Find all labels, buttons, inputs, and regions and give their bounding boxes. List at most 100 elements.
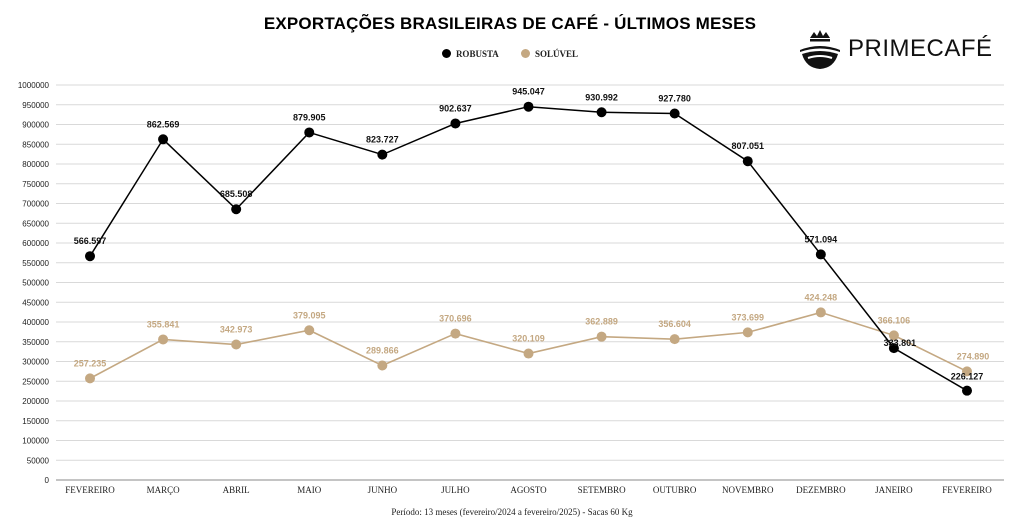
data-label-robusta: 879.905 [293,112,326,122]
data-point-robusta [962,385,972,396]
data-point-robusta [377,149,388,160]
x-axis-ticks: FEVEREIRO MARÇO ABRIL MAIO JUNHO JULHO AGOSTO S… [65,485,992,495]
data-label-robusta: 862.569 [147,119,180,129]
data-point-robusta [85,251,95,262]
data-label-soluvel: 373.699 [731,312,764,322]
legend-label-soluvel: SOLÚVEL [535,49,579,59]
y-tick-label: 50000 [27,456,50,465]
data-label-soluvel: 424.248 [805,292,838,302]
data-label-soluvel: 342.973 [220,325,253,335]
data-point-robusta [450,118,461,129]
data-label-robusta: 927.780 [658,94,691,104]
y-tick-label: 750000 [22,180,49,189]
data-label-soluvel: 355.841 [147,319,180,329]
y-tick-label: 500000 [22,279,49,288]
data-label-robusta: 902.637 [439,103,472,113]
y-tick-label: 300000 [22,358,49,367]
data-label-soluvel: 379.095 [293,310,326,320]
data-point-robusta [158,134,169,145]
y-tick-label: 800000 [22,160,49,169]
data-label-robusta: 566.597 [74,236,107,246]
data-label-robusta: 807.051 [731,141,764,151]
data-point-soluvel [669,334,680,345]
data-label-soluvel: 289.866 [366,346,399,356]
data-point-soluvel [377,360,388,371]
data-point-soluvel [304,325,315,336]
data-point-robusta [523,101,534,112]
brand-name: PRIMECAFÉ [848,35,993,62]
x-tick-label: MARÇO [147,485,181,495]
data-label-soluvel: 366.106 [878,315,911,325]
y-tick-label: 950000 [22,101,49,110]
y-tick-label: 200000 [22,397,49,406]
data-point-robusta [596,107,607,118]
brand-logo: PRIMECAFÉ [796,28,996,72]
y-tick-label: 1000000 [18,81,50,90]
data-point-soluvel [962,366,972,377]
y-tick-label: 0 [45,476,50,485]
x-tick-label: OUTUBRO [653,485,697,495]
data-point-robusta [669,108,680,119]
series-lines [85,101,972,396]
data-point-robusta [888,343,899,354]
data-labels: 566.597 862.569 685.508 879.905 823.727 902.6… [74,87,990,382]
x-tick-label: AGOSTO [510,485,547,495]
data-label-robusta: 685.508 [220,189,253,199]
data-point-soluvel [231,339,242,350]
y-tick-label: 900000 [22,121,49,130]
legend-item-robusta: ROBUSTA [441,49,499,59]
data-point-soluvel [158,334,169,345]
data-point-robusta [742,156,753,167]
data-label-soluvel: 274.890 [957,351,990,361]
y-tick-label: 550000 [22,259,49,268]
data-point-soluvel [888,330,899,341]
x-tick-label: JUNHO [368,485,398,495]
chart-footnote: Período: 13 meses (fevereiro/2024 a feve… [391,507,633,517]
y-tick-label: 350000 [22,338,49,347]
coffee-bean-crown-icon [800,30,840,69]
x-tick-label: MAIO [297,485,321,495]
y-tick-label: 250000 [22,377,49,386]
x-tick-label: DEZEMBRO [796,485,846,495]
y-tick-label: 400000 [22,318,49,327]
x-tick-label: FEVEREIRO [942,485,992,495]
y-tick-label: 600000 [22,239,49,248]
chart-legend: ROBUSTA SOLÚVEL [0,49,1020,59]
data-label-robusta: 333.801 [884,338,917,348]
y-tick-label: 150000 [22,417,49,426]
y-tick-label: 650000 [22,219,49,228]
data-point-robusta [231,204,242,215]
x-tick-label: NOVEMBRO [722,485,774,495]
legend-marker-soluvel [521,49,531,58]
grid-lines [56,84,1004,481]
x-tick-label: ABRIL [223,485,250,495]
data-point-robusta [815,249,826,260]
data-point-soluvel [450,328,461,339]
data-point-soluvel [815,307,826,318]
y-tick-label: 100000 [22,437,49,446]
data-label-robusta: 571.094 [805,234,838,244]
y-tick-label: 450000 [22,298,49,307]
data-label-soluvel: 370.696 [439,314,472,324]
data-label-robusta: 930.992 [585,92,618,102]
data-point-soluvel [85,373,95,384]
series-line-robusta [89,105,968,392]
data-label-soluvel: 362.889 [585,317,618,327]
data-point-soluvel [596,331,607,342]
legend-label-robusta: ROBUSTA [455,49,499,59]
y-tick-label: 700000 [22,200,49,209]
x-tick-label: SETEMBRO [578,485,627,495]
data-label-robusta: 226.127 [951,372,984,382]
data-label-soluvel: 320.109 [512,334,545,344]
data-point-robusta [304,127,315,138]
legend-marker-robusta [441,49,451,58]
x-tick-label: JANEIRO [875,485,913,495]
y-tick-label: 850000 [22,140,49,149]
data-label-soluvel: 356.604 [658,319,691,329]
chart-title: EXPORTAÇÕES BRASILEIRAS DE CAFÉ - ÚLTIMO… [263,14,757,33]
data-label-robusta: 823.727 [366,135,399,145]
data-point-soluvel [742,327,753,338]
x-tick-label: JULHO [441,485,470,495]
data-point-soluvel [523,348,534,359]
